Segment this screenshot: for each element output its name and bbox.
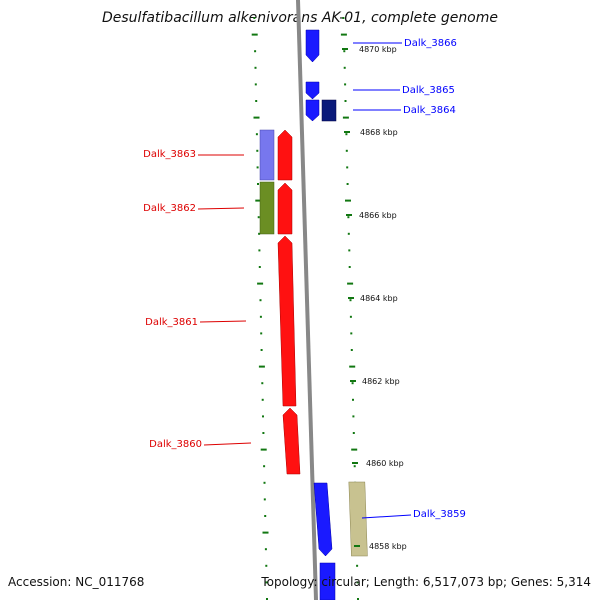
accession-text: Accession: NC_011768: [8, 575, 144, 589]
gene-label-dalk-3866[interactable]: Dalk_3866: [404, 38, 457, 49]
gene-label-dalk-3865[interactable]: Dalk_3865: [402, 85, 455, 96]
gene-feature-dalk-3864-a[interactable]: [305, 99, 320, 122]
gene-feature-dalk-3862[interactable]: [277, 182, 293, 235]
genome-stats-text: Topology: circular; Length: 6,517,073 bp…: [260, 575, 591, 589]
gene-feature-dalk-3864-b[interactable]: [321, 99, 337, 122]
gene-label-dalk-3863[interactable]: Dalk_3863: [143, 149, 196, 160]
kbp-label-4860: 4860 kbp: [366, 459, 404, 468]
gene-feature-dalk-3861[interactable]: [277, 235, 297, 407]
gene-region-dalk-3862[interactable]: [259, 181, 275, 235]
gene-feature-dalk-3865[interactable]: [305, 81, 320, 100]
gene-feature-dalk-3859[interactable]: [313, 482, 333, 557]
gene-labels: Dalk_3866 Dalk_3865 Dalk_3864 Dalk_3863 …: [143, 38, 466, 520]
gene-feature-dalk-3863[interactable]: [277, 129, 293, 181]
gene-features: [259, 29, 368, 600]
kbp-labels: 4870 kbp 4868 kbp 4866 kbp 4864 kbp 4862…: [342, 45, 407, 551]
kbp-label-4870: 4870 kbp: [359, 45, 397, 54]
gene-label-dalk-3864[interactable]: Dalk_3864: [403, 105, 456, 116]
reverse-strand-ruler: [251, 17, 269, 600]
genome-backbone: [296, 0, 318, 600]
gene-label-dalk-3861[interactable]: Dalk_3861: [145, 317, 198, 328]
kbp-label-4866: 4866 kbp: [359, 211, 397, 220]
gene-label-dalk-3859[interactable]: Dalk_3859: [413, 509, 466, 520]
gene-label-dalk-3862[interactable]: Dalk_3862: [143, 203, 196, 214]
gene-feature-partial-bottom[interactable]: [319, 562, 336, 600]
kbp-label-4858: 4858 kbp: [369, 542, 407, 551]
gene-region-dalk-3859[interactable]: [348, 481, 368, 557]
gene-feature-dalk-3866[interactable]: [305, 29, 320, 63]
gene-feature-dalk-3860[interactable]: [282, 407, 301, 475]
kbp-label-4862: 4862 kbp: [362, 377, 400, 386]
kbp-label-4868: 4868 kbp: [360, 128, 398, 137]
kbp-label-4864: 4864 kbp: [360, 294, 398, 303]
gene-region-dalk-3863[interactable]: [259, 129, 275, 181]
gene-label-dalk-3860[interactable]: Dalk_3860: [149, 439, 202, 450]
